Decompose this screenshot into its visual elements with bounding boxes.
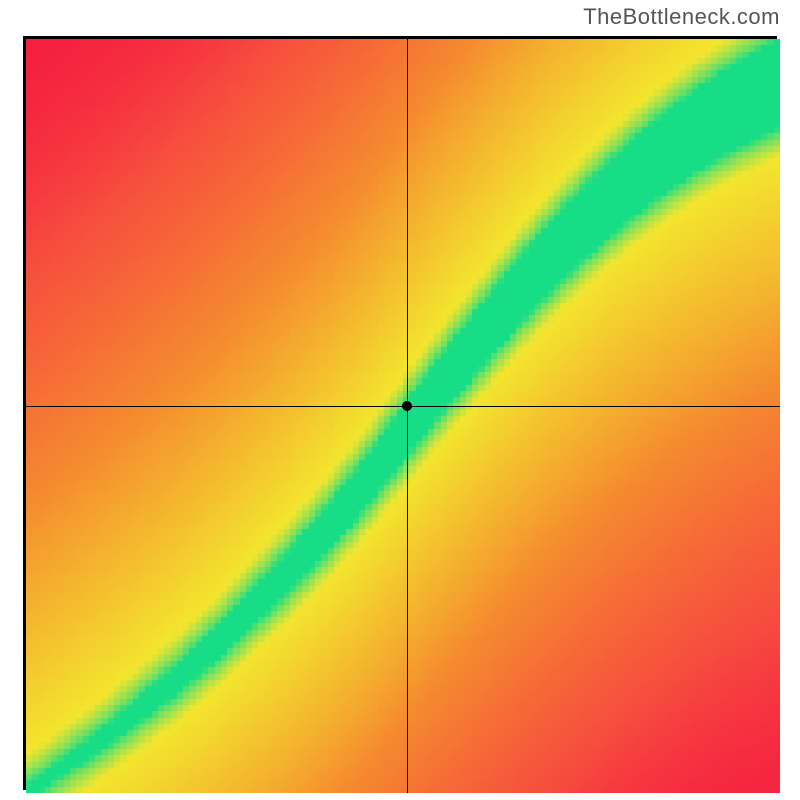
crosshair-vertical — [407, 39, 408, 793]
heatmap-frame — [23, 36, 777, 790]
watermark-text: TheBottleneck.com — [583, 4, 780, 30]
crosshair-marker-dot — [402, 401, 412, 411]
bottleneck-heatmap — [26, 39, 780, 793]
